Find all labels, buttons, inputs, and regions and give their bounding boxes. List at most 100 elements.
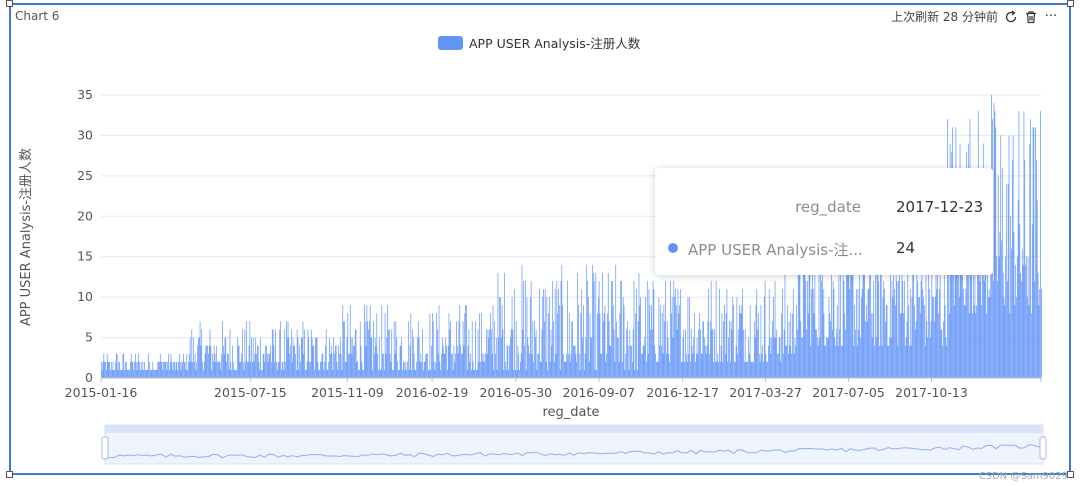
bar[interactable] [997, 280, 998, 378]
bar[interactable] [443, 353, 445, 378]
bar[interactable] [563, 361, 565, 378]
bar[interactable] [609, 345, 611, 378]
bar[interactable] [963, 305, 965, 378]
bar[interactable] [169, 361, 171, 378]
bar[interactable] [509, 345, 510, 378]
bar[interactable] [332, 369, 334, 378]
bar[interactable] [594, 369, 596, 378]
bar[interactable] [150, 369, 152, 378]
bar[interactable] [369, 305, 371, 378]
bar[interactable] [399, 345, 401, 378]
bar[interactable] [320, 361, 322, 378]
bar[interactable] [799, 232, 801, 378]
bar[interactable] [853, 345, 855, 378]
bar[interactable] [236, 369, 237, 378]
bar[interactable] [462, 321, 464, 378]
bar[interactable] [589, 313, 591, 378]
bar[interactable] [913, 248, 914, 378]
bar[interactable] [892, 297, 894, 378]
bar[interactable] [378, 337, 380, 378]
bar[interactable] [315, 337, 316, 378]
bar[interactable] [538, 353, 539, 378]
bar[interactable] [791, 353, 792, 378]
bar[interactable] [794, 337, 796, 378]
bar[interactable] [624, 369, 626, 378]
bar[interactable] [213, 361, 214, 378]
bar[interactable] [256, 345, 258, 378]
bar[interactable] [318, 369, 320, 378]
bar[interactable] [612, 305, 614, 378]
zoom-slider[interactable] [101, 424, 1047, 465]
bar[interactable] [578, 305, 579, 378]
bar[interactable] [1030, 119, 1031, 378]
bar[interactable] [571, 321, 573, 378]
bar[interactable] [1036, 159, 1037, 378]
bar[interactable] [987, 248, 988, 378]
bar[interactable] [1016, 256, 1018, 378]
bar[interactable] [967, 264, 968, 378]
bar[interactable] [859, 224, 861, 378]
bar[interactable] [998, 256, 1000, 378]
bar[interactable] [1039, 289, 1041, 378]
bar[interactable] [518, 353, 520, 378]
bar[interactable] [758, 313, 759, 378]
bar[interactable] [1000, 135, 1002, 378]
bar[interactable] [763, 361, 764, 378]
bar[interactable] [583, 369, 585, 378]
bar[interactable] [914, 305, 915, 378]
bar[interactable] [513, 369, 515, 378]
bar[interactable] [508, 369, 510, 378]
bar[interactable] [1031, 313, 1032, 378]
bar[interactable] [362, 369, 364, 378]
bar[interactable] [691, 345, 693, 378]
bar[interactable] [629, 329, 631, 378]
bar[interactable] [887, 345, 889, 378]
bar[interactable] [456, 321, 457, 378]
bar[interactable] [678, 313, 680, 378]
bar[interactable] [805, 280, 807, 378]
bar[interactable] [1020, 272, 1021, 378]
bar[interactable] [412, 329, 413, 378]
bar[interactable] [510, 329, 512, 378]
bar[interactable] [178, 353, 180, 378]
bar[interactable] [665, 353, 667, 378]
bar[interactable] [699, 313, 700, 378]
bar[interactable] [649, 305, 651, 378]
bar[interactable] [449, 329, 451, 378]
bar[interactable] [912, 232, 914, 378]
bar[interactable] [366, 305, 368, 378]
bar[interactable] [801, 337, 802, 378]
bar[interactable] [841, 345, 842, 378]
bar[interactable] [677, 289, 679, 378]
bar[interactable] [323, 369, 325, 378]
bar[interactable] [674, 297, 675, 378]
bar[interactable] [863, 232, 865, 378]
bar[interactable] [282, 361, 284, 378]
bar[interactable] [143, 369, 145, 378]
bar[interactable] [915, 321, 917, 378]
bar[interactable] [1034, 280, 1036, 378]
bar[interactable] [523, 280, 524, 378]
bar[interactable] [135, 361, 137, 378]
bar[interactable] [359, 369, 360, 378]
bar[interactable] [893, 272, 895, 378]
bar[interactable] [200, 345, 202, 378]
bar[interactable] [118, 361, 120, 378]
bar[interactable] [112, 361, 114, 378]
bar[interactable] [798, 256, 800, 378]
bar[interactable] [166, 369, 168, 378]
bar[interactable] [948, 272, 949, 378]
bar[interactable] [975, 313, 977, 378]
bar[interactable] [398, 369, 400, 378]
bar[interactable] [937, 256, 938, 378]
bar[interactable] [851, 264, 852, 378]
bar[interactable] [307, 329, 309, 378]
bar[interactable] [563, 353, 564, 378]
bar[interactable] [603, 313, 605, 378]
bar[interactable] [217, 361, 218, 378]
bar[interactable] [495, 337, 497, 378]
slider-handle-right[interactable] [1039, 436, 1047, 460]
bar[interactable] [930, 321, 932, 378]
bar[interactable] [753, 321, 755, 378]
slider-top-bar[interactable] [105, 425, 1043, 433]
